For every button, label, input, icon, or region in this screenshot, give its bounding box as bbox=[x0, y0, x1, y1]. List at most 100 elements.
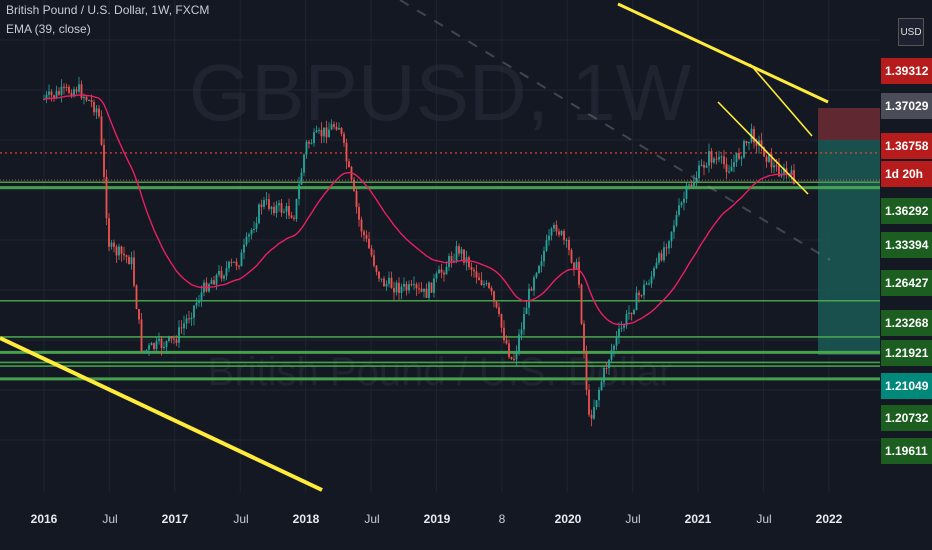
candle-body bbox=[473, 269, 475, 272]
candle-body bbox=[210, 280, 213, 285]
candle-body bbox=[733, 162, 735, 167]
candle-body bbox=[490, 287, 493, 292]
candle-body bbox=[130, 257, 133, 265]
candle-body bbox=[678, 205, 680, 215]
candle-body bbox=[470, 267, 473, 270]
candle-body bbox=[768, 154, 770, 162]
candle-body bbox=[238, 265, 240, 267]
candle-body bbox=[343, 133, 345, 143]
candle-body bbox=[493, 291, 495, 302]
candle-body bbox=[605, 367, 608, 369]
candle-body bbox=[675, 214, 678, 226]
candle-body bbox=[570, 250, 573, 263]
candle-body bbox=[653, 268, 655, 277]
candle-body bbox=[65, 86, 68, 88]
candle-body bbox=[603, 367, 605, 382]
candle-body bbox=[530, 288, 533, 291]
candle-body bbox=[468, 257, 470, 268]
candle-body bbox=[128, 256, 130, 265]
candle-body bbox=[295, 198, 298, 220]
candle-body bbox=[553, 224, 555, 229]
candle-body bbox=[730, 166, 733, 172]
candle-body bbox=[743, 141, 745, 158]
candle-body bbox=[723, 156, 725, 165]
candle-body bbox=[563, 231, 565, 241]
candle-body bbox=[778, 165, 780, 177]
time-axis-background bbox=[0, 492, 880, 550]
candle-body bbox=[213, 280, 215, 285]
candle-body bbox=[323, 127, 325, 137]
candle-body bbox=[710, 151, 713, 163]
candle-body bbox=[53, 95, 55, 98]
candle-body bbox=[390, 277, 393, 289]
candle-body bbox=[100, 116, 103, 145]
candle-body bbox=[288, 205, 290, 216]
candle-body bbox=[58, 91, 60, 95]
trend-line bbox=[0, 336, 323, 492]
currency-button[interactable]: USD bbox=[898, 18, 924, 46]
stop-loss-zone bbox=[818, 108, 880, 140]
candle-body bbox=[500, 314, 503, 328]
price-label: 1.21921 bbox=[881, 340, 932, 366]
candle-body bbox=[625, 313, 628, 326]
trend-lines bbox=[0, 0, 831, 492]
price-label: 1.36758 bbox=[881, 133, 932, 159]
candle-body bbox=[355, 191, 358, 208]
candle-body bbox=[618, 328, 620, 337]
chart-legend: British Pound / U.S. Dollar, 1W, FXCM EM… bbox=[6, 0, 209, 38]
candle-body bbox=[88, 99, 90, 101]
candle-body bbox=[443, 272, 445, 275]
candle-body bbox=[63, 86, 65, 88]
candle-body bbox=[655, 262, 658, 269]
candle-body bbox=[430, 282, 433, 293]
candle-body bbox=[515, 351, 518, 360]
time-tick: Jul bbox=[102, 512, 118, 526]
candle-body bbox=[638, 292, 640, 296]
candle-body bbox=[773, 165, 775, 168]
candle-body bbox=[628, 312, 630, 314]
time-tick: 2019 bbox=[423, 512, 451, 526]
candle-body bbox=[680, 202, 683, 206]
candle-body bbox=[690, 184, 693, 187]
candle-body bbox=[138, 309, 140, 320]
time-tick: Jul bbox=[625, 512, 641, 526]
candle-body bbox=[543, 250, 545, 262]
candle-body bbox=[143, 350, 145, 352]
candle-body bbox=[525, 307, 528, 314]
candle-body bbox=[535, 272, 538, 278]
candle-body bbox=[460, 249, 463, 254]
candle-body bbox=[228, 261, 230, 269]
candle-body bbox=[685, 185, 688, 199]
candle-body bbox=[223, 275, 225, 279]
price-label: 1d 20h bbox=[881, 161, 932, 187]
candle-body bbox=[745, 141, 748, 144]
candle-body bbox=[173, 338, 175, 340]
price-label: 1.26427 bbox=[881, 270, 932, 296]
candle-body bbox=[410, 284, 413, 286]
indicator-title[interactable]: EMA (39, close) bbox=[6, 22, 91, 36]
candle-body bbox=[255, 223, 258, 229]
candle-body bbox=[258, 204, 260, 224]
candle-body bbox=[670, 231, 673, 242]
candle-body bbox=[93, 102, 95, 113]
candle-body bbox=[790, 170, 793, 174]
candle-body bbox=[695, 177, 698, 183]
candle-body bbox=[178, 327, 180, 343]
candle-body bbox=[668, 241, 670, 249]
candle-body bbox=[520, 329, 523, 335]
candle-body bbox=[565, 239, 568, 241]
candle-body bbox=[635, 292, 638, 311]
candle-body bbox=[665, 247, 668, 249]
candle-body bbox=[160, 338, 163, 349]
price-label: 1.19611 bbox=[881, 438, 932, 464]
candle-body bbox=[315, 130, 318, 133]
candle-body bbox=[270, 206, 273, 209]
candle-body bbox=[610, 350, 613, 360]
symbol-title[interactable]: British Pound / U.S. Dollar, 1W, FXCM bbox=[6, 3, 210, 17]
candle-body bbox=[68, 86, 70, 93]
candle-body bbox=[133, 257, 135, 286]
candle-body bbox=[338, 127, 340, 130]
candle-body bbox=[683, 198, 685, 203]
